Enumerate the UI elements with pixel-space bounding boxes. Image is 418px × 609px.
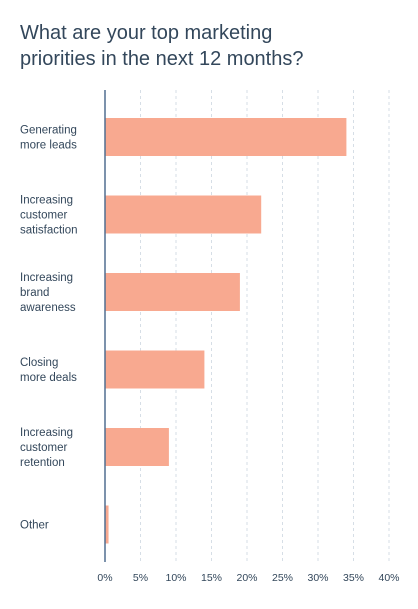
x-tick-label: 15% [201,572,222,584]
grid-lines [140,90,390,562]
bar [105,428,169,466]
category-label: Increasing customer retention [20,427,73,469]
category-label: Other [20,520,49,532]
category-label: Generating more leads [20,125,77,152]
x-tick-label: 10% [165,572,186,584]
bar [105,505,109,544]
bar [105,118,347,156]
x-tick-label: 5% [133,572,148,584]
x-tick-label: 0% [97,572,112,584]
x-tick-label: 40% [378,572,399,584]
category-label: Closing more deals [20,357,77,384]
bar [105,273,240,311]
chart-title: What are your top marketing priorities i… [20,22,304,70]
x-tick-label: 20% [236,572,257,584]
x-tick-label: 30% [307,572,328,584]
x-tick-labels: 0% 5% 10% 15% 20% 25% 30% 35% 40% [97,572,399,584]
bar [105,350,205,389]
category-label: Increasing customer satisfaction [20,195,78,237]
category-labels: Generating more leads Increasing customer sa… [20,125,78,532]
bar [105,195,262,234]
x-tick-label: 35% [343,572,364,584]
bars [105,118,347,544]
category-label: Increasing brand awareness [20,272,76,314]
x-tick-label: 25% [272,572,293,584]
